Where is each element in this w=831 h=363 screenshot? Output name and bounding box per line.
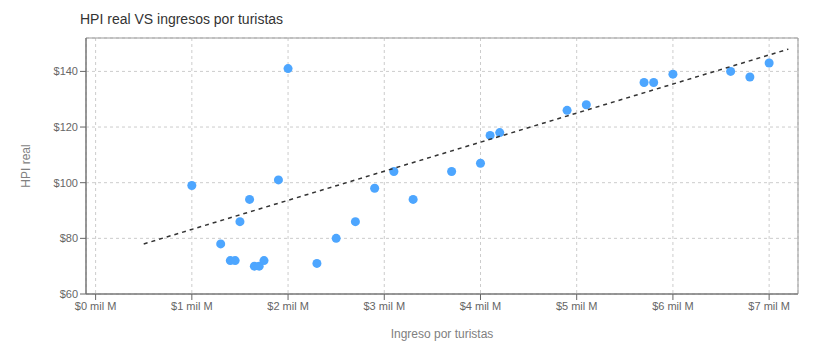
- svg-text:$6 mil M: $6 mil M: [652, 300, 694, 312]
- svg-text:$120: $120: [54, 121, 78, 133]
- svg-text:HPI real: HPI real: [19, 144, 33, 187]
- svg-text:$0 mil M: $0 mil M: [75, 300, 117, 312]
- svg-text:$5 mil M: $5 mil M: [556, 300, 598, 312]
- svg-text:$1 mil M: $1 mil M: [171, 300, 213, 312]
- svg-text:$4 mil M: $4 mil M: [460, 300, 502, 312]
- svg-text:$3 mil M: $3 mil M: [363, 300, 405, 312]
- svg-text:$80: $80: [60, 232, 78, 244]
- svg-text:Ingreso por turistas: Ingreso por turistas: [391, 327, 494, 341]
- svg-text:$100: $100: [54, 177, 78, 189]
- svg-text:$60: $60: [60, 288, 78, 300]
- html-text:HPI real VS ingresos por turis: HPI real VS ingresos por turistas: [80, 11, 284, 27]
- svg-text:$140: $140: [54, 65, 78, 77]
- svg-text:$7 mil M: $7 mil M: [748, 300, 790, 312]
- svg-text:$2 mil M: $2 mil M: [267, 300, 309, 312]
